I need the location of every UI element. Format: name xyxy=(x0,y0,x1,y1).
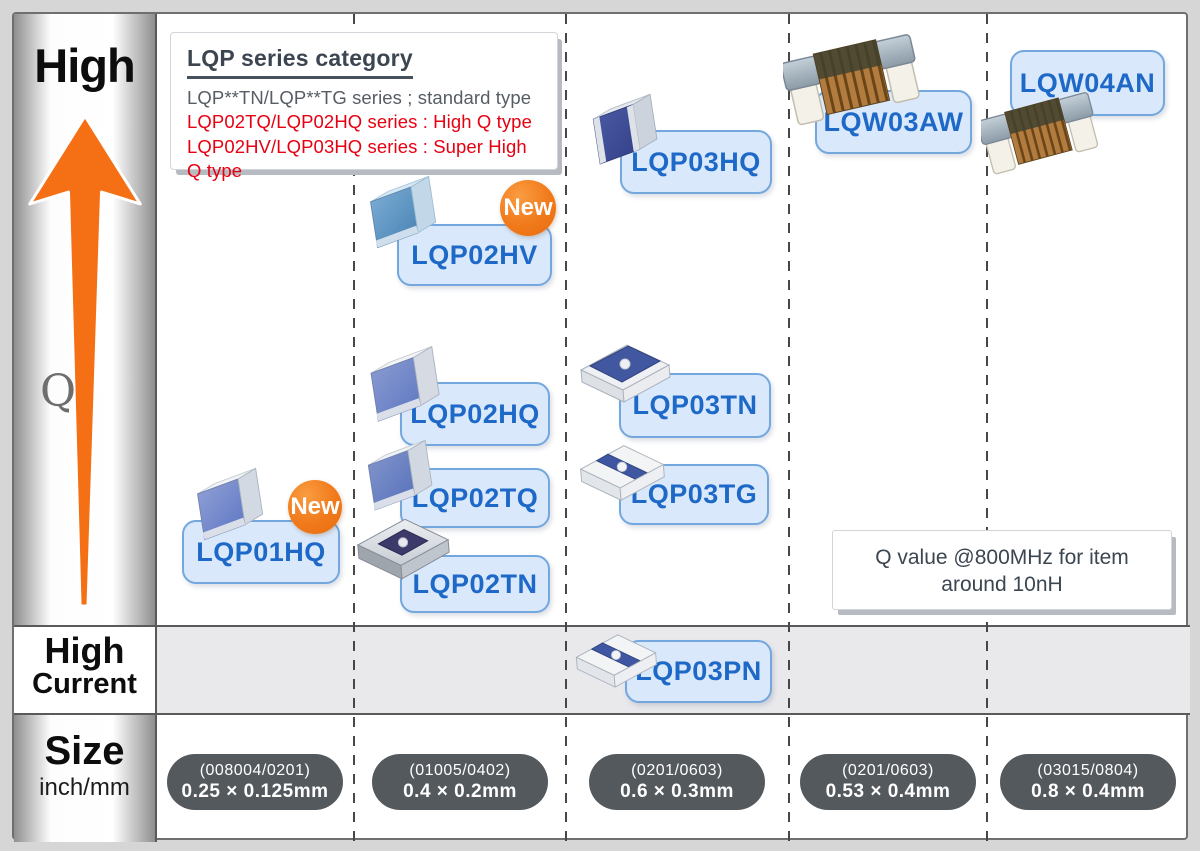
chip-image-lqp02hq xyxy=(370,345,440,422)
product-name-lqp03hq: LQP03HQ xyxy=(631,146,761,177)
chip-image-lqp03tn xyxy=(579,344,671,403)
legend-line-super-high-q: LQP02HV/LQP03HQ series : Super High Q ty… xyxy=(187,135,527,182)
product-name-lqw03aw: LQW03AW xyxy=(823,106,964,137)
size-pill-008004: (008004/0201) 0.25 × 0.125mm xyxy=(167,754,343,810)
q-axis-high-label: High xyxy=(34,39,135,92)
column-divider-4 xyxy=(986,14,988,842)
size-inch-code: (01005/0402) xyxy=(409,762,511,779)
product-name-lqp02hq: LQP02HQ xyxy=(410,398,540,429)
legend-line-high-q: LQP02TQ/LQP02HQ series : High Q type xyxy=(187,111,532,133)
size-mm: 0.6 × 0.3mm xyxy=(620,781,734,803)
product-name-lqp02hv: LQP02HV xyxy=(411,239,538,270)
product-name-lqp01hq: LQP01HQ xyxy=(196,536,326,567)
size-inch-code: (03015/0804) xyxy=(1037,762,1139,779)
chip-image-lqp03hq xyxy=(592,93,658,165)
size-label: Size xyxy=(44,729,125,773)
high-current-label-line2: Current xyxy=(32,668,137,700)
product-tag-lqp02hv[interactable]: LQP02HV xyxy=(397,224,552,286)
column-divider-1 xyxy=(353,14,355,842)
high-current-label-line1: High xyxy=(44,630,125,671)
diagram-plot-area: LQP series category LQP**TN/LQP**TG seri… xyxy=(157,14,1190,842)
size-mm: 0.4 × 0.2mm xyxy=(403,781,517,803)
size-pill-0201b: (0201/0603) 0.53 × 0.4mm xyxy=(800,754,976,810)
size-pill-0201a: (0201/0603) 0.6 × 0.3mm xyxy=(589,754,765,810)
product-name-lqw04an: LQW04AN xyxy=(1019,67,1156,98)
new-badge-text: New xyxy=(503,194,553,221)
legend-line-standard: LQP**TN/LQP**TG series ; standard type xyxy=(187,87,532,108)
size-pill-03015: (03015/0804) 0.8 × 0.4mm xyxy=(1000,754,1176,810)
new-badge-lqp01hq: New xyxy=(288,480,342,534)
chip-image-lqp03pn xyxy=(575,634,657,688)
high-current-row-header: High Current xyxy=(14,625,157,715)
size-mm: 0.25 × 0.125mm xyxy=(181,781,329,803)
chip-image-lqw04an xyxy=(981,92,1099,175)
new-badge-text: New xyxy=(290,493,340,520)
chip-image-lqp01hq xyxy=(197,467,264,541)
size-inch-code: (008004/0201) xyxy=(199,762,311,779)
column-divider-3 xyxy=(788,14,790,842)
series-category-legend: LQP series category LQP**TN/LQP**TG seri… xyxy=(170,32,558,181)
q-axis-up-arrow-icon xyxy=(28,114,142,608)
q-axis-label: Q xyxy=(40,366,77,417)
q-value-note: Q value @800MHz for item around 10nH xyxy=(832,530,1172,610)
chip-image-lqp02tn xyxy=(356,518,450,580)
product-name-lqp03tn: LQP03TN xyxy=(632,390,758,420)
size-inch-code: (0201/0603) xyxy=(631,762,723,779)
axis-sidebar: High Q High Current Size inch/mm xyxy=(14,14,157,842)
q-axis-section: High Q xyxy=(14,14,157,625)
new-badge-lqp02hv: New xyxy=(500,180,556,236)
chip-image-lqw03aw xyxy=(783,34,920,126)
q-value-note-line2: around 10nH xyxy=(941,573,1063,597)
q-value-note-line1: Q value @800MHz for item xyxy=(875,546,1129,569)
column-divider-2 xyxy=(565,14,567,842)
product-name-lqp02tn: LQP02TN xyxy=(412,568,538,599)
product-name-lqp02tq: LQP02TQ xyxy=(411,482,539,513)
size-inch-code: (0201/0603) xyxy=(842,762,934,779)
chip-image-lqp02hv xyxy=(370,175,437,249)
size-mm: 0.53 × 0.4mm xyxy=(825,781,951,803)
diagram-frame: High Q High Current Size inch/mm xyxy=(12,12,1190,842)
chip-image-lqp03tg xyxy=(579,445,665,501)
size-pill-01005: (01005/0402) 0.4 × 0.2mm xyxy=(372,754,548,810)
legend-title: LQP series category xyxy=(187,45,413,79)
size-row-header: Size inch/mm xyxy=(14,715,157,842)
chip-image-lqp02tq xyxy=(367,439,433,511)
size-unit-label: inch/mm xyxy=(39,774,130,801)
product-tag-lqp03tn[interactable]: LQP03TN xyxy=(619,373,771,438)
size-mm: 0.8 × 0.4mm xyxy=(1031,781,1145,803)
